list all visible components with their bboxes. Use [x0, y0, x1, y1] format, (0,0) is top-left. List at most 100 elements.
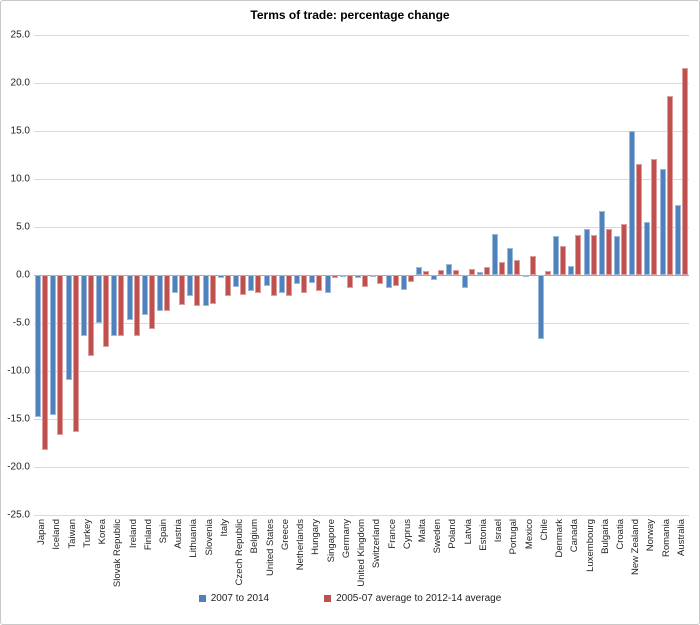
- bar-2005-07-average: [483, 267, 490, 275]
- legend: 2007 to 2014 2005-07 average to 2012-14 …: [1, 593, 699, 604]
- bar-2005-07-average: [57, 275, 64, 436]
- y-axis-tick-label: 0.0: [16, 269, 30, 281]
- bar-2005-07-average: [681, 67, 688, 275]
- bar-2005-07-average: [362, 275, 368, 287]
- gridline: [34, 323, 689, 324]
- gridline: [34, 227, 689, 228]
- y-axis-tick-label: 5.0: [16, 221, 30, 233]
- bar-2007-to-2014: [370, 275, 377, 277]
- bar-2007-to-2014: [400, 275, 407, 291]
- bar-2007-to-2014: [141, 275, 148, 316]
- bar-2005-07-average: [422, 271, 429, 275]
- bar-2007-to-2014: [537, 275, 544, 340]
- bar-2007-to-2014: [339, 275, 346, 277]
- bar-2005-07-average: [42, 275, 49, 450]
- bar-2007-to-2014: [644, 222, 651, 275]
- y-axis-tick-label: 25.0: [10, 29, 30, 41]
- legend-label: 2005-07 average to 2012-14 average: [336, 593, 502, 604]
- bar-2005-07-average: [133, 275, 140, 337]
- bar-2005-07-average: [666, 95, 673, 275]
- bar-2005-07-average: [164, 275, 170, 311]
- bar-2005-07-average: [87, 275, 94, 356]
- bar-2007-to-2014: [446, 264, 453, 275]
- bar-2005-07-average: [651, 158, 658, 275]
- bar-2005-07-average: [103, 275, 109, 347]
- bar-2007-to-2014: [233, 275, 240, 287]
- bar-2005-07-average: [209, 275, 216, 304]
- bar-2005-07-average: [590, 234, 597, 275]
- bar-2007-to-2014: [629, 131, 636, 275]
- bar-2007-to-2014: [553, 235, 559, 275]
- bar-2007-to-2014: [522, 275, 529, 277]
- bar-2007-to-2014: [35, 275, 42, 418]
- bar-2005-07-average: [377, 275, 384, 284]
- bar-2005-07-average: [179, 275, 186, 305]
- bar-2005-07-average: [194, 275, 201, 306]
- bar-2005-07-average: [255, 275, 262, 294]
- bar-2007-to-2014: [385, 275, 392, 289]
- y-axis-tick-label: -20.0: [7, 461, 30, 473]
- bar-2007-to-2014: [461, 275, 468, 288]
- bar-2007-to-2014: [50, 275, 57, 416]
- y-axis-tick-label: -10.0: [7, 365, 30, 377]
- gridline: [34, 371, 689, 372]
- bar-2005-07-average: [346, 275, 353, 289]
- gridline: [34, 467, 689, 468]
- bar-2007-to-2014: [507, 248, 514, 275]
- bar-2007-to-2014: [263, 275, 270, 286]
- bar-2007-to-2014: [248, 275, 255, 292]
- bar-2007-to-2014: [157, 275, 163, 311]
- bar-2005-07-average: [148, 275, 155, 329]
- bar-2005-07-average: [316, 275, 323, 292]
- bar-2007-to-2014: [598, 210, 605, 275]
- bar-2005-07-average: [72, 275, 79, 432]
- bar-2007-to-2014: [674, 204, 681, 275]
- bar-2007-to-2014: [65, 275, 72, 380]
- bar-2005-07-average: [605, 228, 612, 275]
- bar-2005-07-average: [224, 275, 231, 297]
- bar-2007-to-2014: [278, 275, 285, 294]
- bar-2007-to-2014: [324, 275, 331, 294]
- legend-swatch-red: [324, 595, 332, 602]
- bar-2005-07-average: [453, 270, 460, 275]
- legend-item-2005-07-average: 2005-07 average to 2012-14 average: [324, 593, 501, 604]
- gridline: [34, 83, 689, 84]
- bar-2005-07-average: [331, 275, 338, 278]
- y-axis-tick-label: 20.0: [10, 77, 30, 89]
- bar-2007-to-2014: [294, 275, 301, 284]
- bar-2007-to-2014: [355, 275, 361, 278]
- bar-2007-to-2014: [202, 275, 209, 306]
- bar-2007-to-2014: [659, 169, 666, 275]
- bar-2005-07-average: [575, 234, 582, 275]
- bar-2005-07-average: [544, 271, 551, 275]
- bar-2005-07-average: [514, 259, 521, 275]
- gridline: [34, 35, 689, 36]
- bar-2007-to-2014: [614, 235, 620, 275]
- bar-2007-to-2014: [431, 275, 438, 280]
- y-axis-tick-label: -5.0: [12, 317, 30, 329]
- bar-2005-07-average: [636, 163, 643, 275]
- bar-2005-07-average: [407, 275, 414, 282]
- bar-2005-07-average: [468, 269, 475, 275]
- bar-2007-to-2014: [492, 233, 499, 275]
- bar-2007-to-2014: [80, 275, 87, 337]
- legend-label: 2007 to 2014: [210, 593, 270, 604]
- y-axis-tick-label: 15.0: [10, 125, 30, 137]
- bar-2007-to-2014: [96, 275, 102, 323]
- gridline: [34, 179, 689, 180]
- bar-2005-07-average: [240, 275, 247, 296]
- bar-2005-07-average: [392, 275, 399, 286]
- bar-2005-07-average: [270, 275, 277, 297]
- gridline: [34, 419, 689, 420]
- bar-2007-to-2014: [126, 275, 133, 321]
- bar-2007-to-2014: [583, 228, 590, 275]
- gridline: [34, 515, 689, 516]
- y-axis-tick-label: -25.0: [7, 509, 30, 521]
- bar-2007-to-2014: [111, 275, 118, 337]
- legend-swatch-blue: [198, 595, 206, 602]
- bar-2005-07-average: [301, 275, 308, 294]
- chart-title: Terms of trade: percentage change: [250, 8, 450, 22]
- legend-item-2007-2014: 2007 to 2014: [198, 593, 270, 604]
- bar-2005-07-average: [529, 255, 536, 275]
